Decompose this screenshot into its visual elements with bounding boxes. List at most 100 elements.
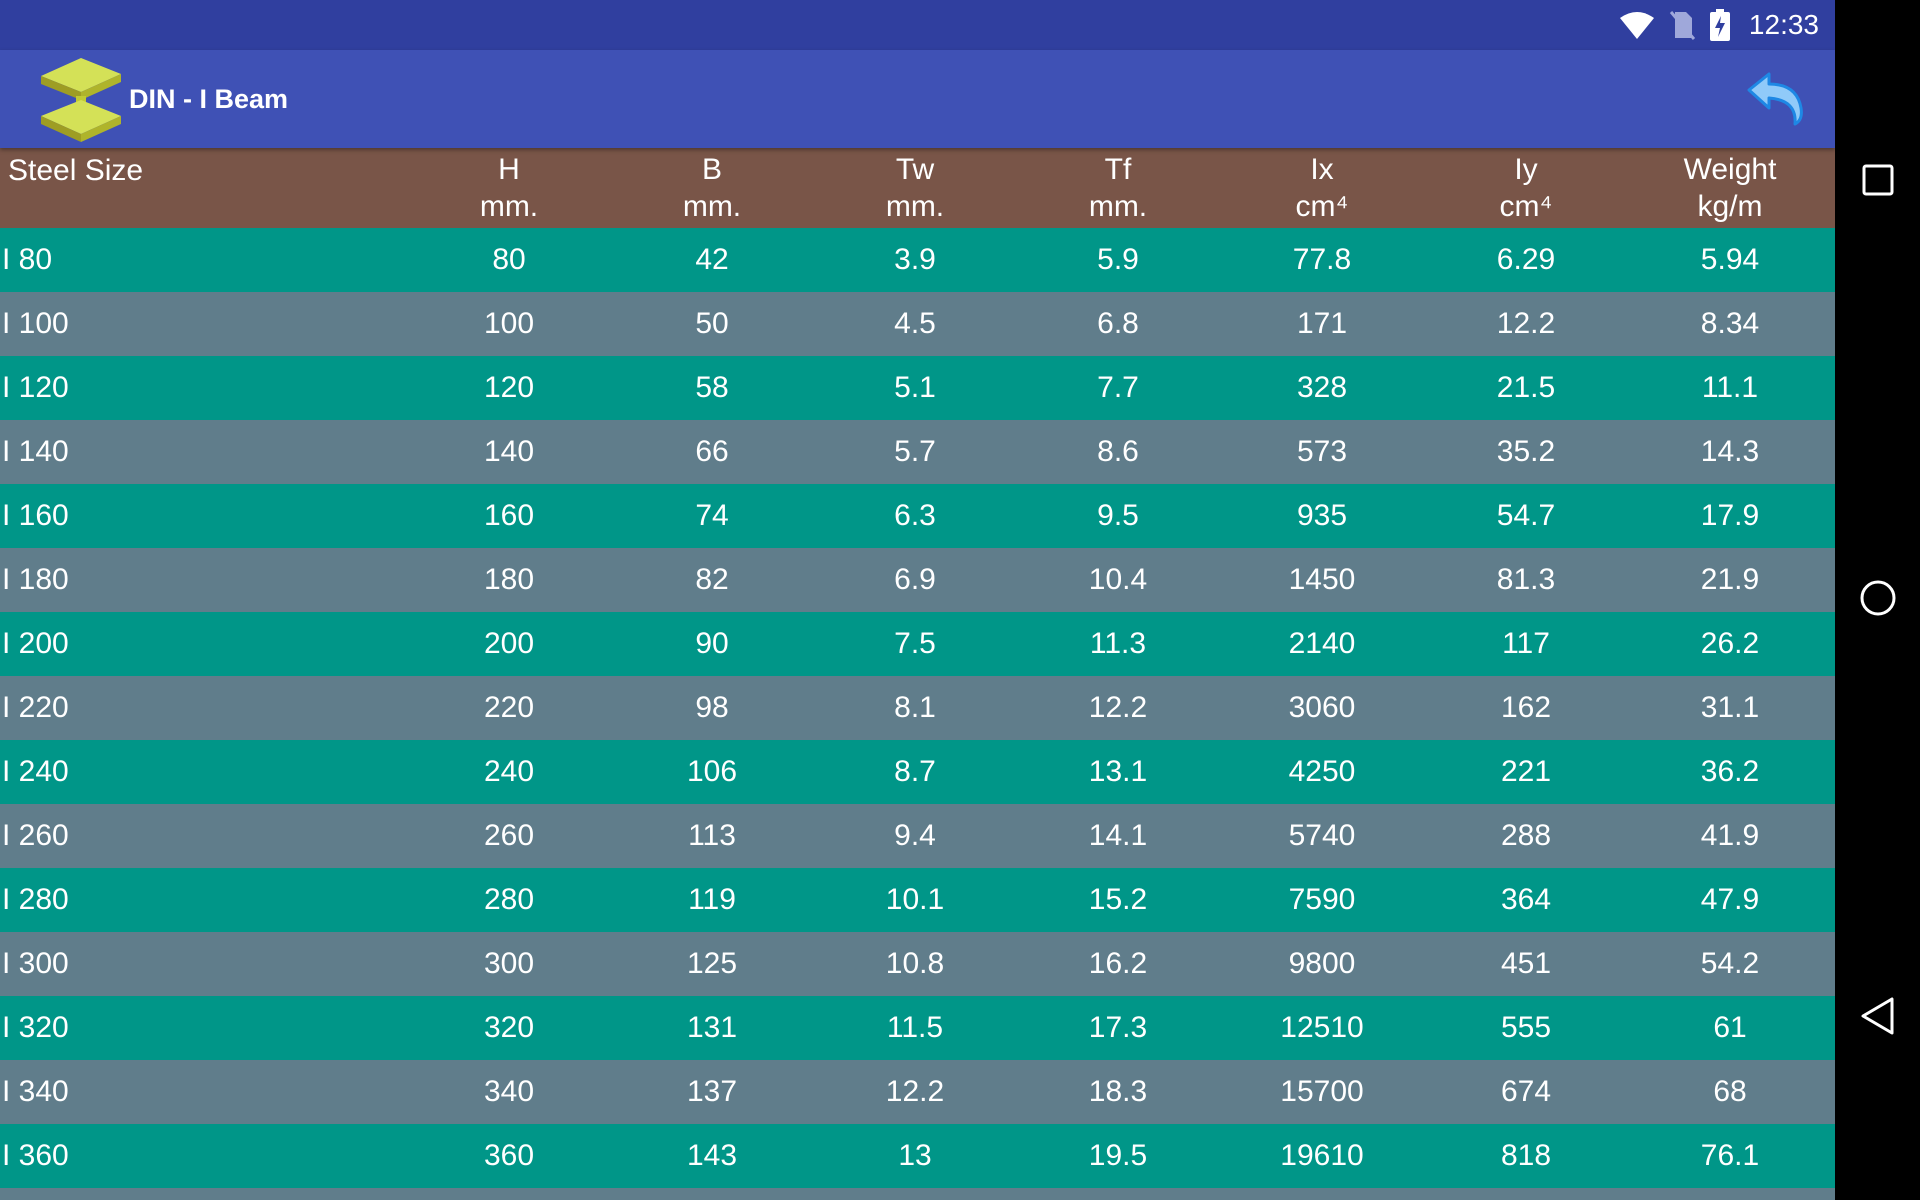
cell-ix: 77.8 [1292,243,1352,276]
cell-ix: 4250 [1288,755,1356,788]
header-h: H mm. [409,148,609,228]
cell-iy: 288 [1500,819,1552,852]
cell-tw: 8.7 [894,755,936,788]
table-row[interactable]: I 120 120 58 5.1 7.7 328 21.5 11.1 [0,356,1835,420]
wifi-icon [1619,10,1655,40]
i-beam-logo-icon [36,54,126,144]
cell-tw: 7.5 [894,627,936,660]
cell-h: 300 [483,947,535,980]
table-row[interactable]: I 160 160 74 6.3 9.5 935 54.7 17.9 [0,484,1835,548]
table-row[interactable]: I 280 280 119 10.1 15.2 7590 364 47.9 [0,868,1835,932]
cell-tw: 5.7 [894,435,936,468]
back-button[interactable] [1745,70,1807,126]
table-row[interactable]: I 240 240 106 8.7 13.1 4250 221 36.2 [0,740,1835,804]
no-sim-icon [1669,10,1695,40]
cell-ix: 573 [1296,435,1348,468]
cell-steel-size: I 260 [2,819,69,852]
cell-ix: 3060 [1288,691,1356,724]
cell-b: 143 [686,1139,738,1172]
header-unit: mm. [885,190,945,223]
header-iy: Iy cm⁴ [1426,148,1626,228]
header-label: Ix [1310,153,1334,186]
cell-b: 137 [686,1075,738,1108]
cell-h: 320 [483,1011,535,1044]
app-title: DIN - I Beam [129,84,289,114]
cell-iy: 818 [1500,1139,1552,1172]
recents-button[interactable] [1835,132,1920,232]
cell-h: 180 [483,563,535,596]
header-unit: kg/m [1697,190,1763,223]
home-button[interactable] [1835,550,1920,650]
table-row[interactable]: I 200 200 90 7.5 11.3 2140 117 26.2 [0,612,1835,676]
nav-back-button[interactable] [1835,968,1920,1068]
header-tf: Tf mm. [1018,148,1218,228]
cell-h: 100 [483,307,535,340]
cell-tf: 7.7 [1097,371,1139,404]
status-bar: 12:33 [0,0,1835,50]
cell-weight: 54.2 [1700,947,1760,980]
cell-ix: 5740 [1288,819,1356,852]
cell-steel-size: I 180 [2,563,69,596]
cell-h: 80 [492,243,526,276]
navigation-bar [1835,0,1920,1200]
cell-weight: 17.9 [1700,499,1760,532]
header-label: Iy [1514,153,1538,186]
cell-ix: 15700 [1280,1075,1364,1108]
cell-tw: 4.5 [894,307,936,340]
header-b: B mm. [612,148,812,228]
table-row[interactable]: I 140 140 66 5.7 8.6 573 35.2 14.3 [0,420,1835,484]
cell-tf: 11.3 [1089,627,1147,660]
cell-iy: 12.2 [1496,307,1556,340]
cell-ix: 328 [1296,371,1348,404]
cell-tf: 8.6 [1097,435,1139,468]
table-row[interactable]: I 340 340 137 12.2 18.3 15700 674 68 [0,1060,1835,1124]
cell-b: 131 [686,1011,738,1044]
cell-steel-size: I 220 [2,691,69,724]
cell-tf: 13.1 [1088,755,1148,788]
cell-weight: 36.2 [1700,755,1760,788]
table-row[interactable]: I 360 360 143 13 19.5 19610 818 76.1 [0,1124,1835,1188]
cell-steel-size: I 300 [2,947,69,980]
table-row[interactable]: I 80 80 42 3.9 5.9 77.8 6.29 5.94 [0,228,1835,292]
cell-tw: 12.2 [885,1075,945,1108]
table-row[interactable]: I 180 180 82 6.9 10.4 1450 81.3 21.9 [0,548,1835,612]
recents-icon [1861,163,1895,202]
header-unit: mm. [479,190,539,223]
cell-tf: 12.2 [1088,691,1148,724]
header-label: Steel Size [8,154,144,187]
table-row[interactable]: I 320 320 131 11.5 17.3 12510 555 61 [0,996,1835,1060]
cell-iy: 674 [1500,1075,1552,1108]
cell-weight: 31.1 [1700,691,1760,724]
cell-tw: 10.8 [885,947,945,980]
cell-steel-size: I 280 [2,883,69,916]
table-row[interactable]: I 100 100 50 4.5 6.8 171 12.2 8.34 [0,292,1835,356]
cell-b: 90 [695,627,729,660]
cell-iy: 555 [1500,1011,1552,1044]
cell-iy: 21.5 [1496,371,1556,404]
table-row[interactable]: I 220 220 98 8.1 12.2 3060 162 31.1 [0,676,1835,740]
cell-weight: 68 [1713,1075,1747,1108]
header-unit: cm⁴ [1295,190,1349,223]
cell-tf: 16.2 [1088,947,1148,980]
table-row[interactable]: I 260 260 113 9.4 14.1 5740 288 41.9 [0,804,1835,868]
cell-tf: 18.3 [1088,1075,1148,1108]
cell-steel-size: I 120 [2,371,69,404]
cell-tf: 17.3 [1088,1011,1148,1044]
header-label: Tw [895,153,935,186]
cell-b: 113 [688,819,736,852]
cell-tw: 13 [898,1139,932,1172]
cell-weight: 21.9 [1700,563,1760,596]
cell-iy: 117 [1502,627,1550,660]
cell-tw: 9.4 [894,819,936,852]
cell-iy: 6.29 [1496,243,1556,276]
table-row[interactable]: I 300 300 125 10.8 16.2 9800 451 54.2 [0,932,1835,996]
beam-table: Steel Size H mm. B mm. Tw mm. Tf mm. Ix … [0,148,1835,1188]
cell-tw: 3.9 [894,243,936,276]
cell-b: 82 [695,563,729,596]
cell-iy: 81.3 [1496,563,1556,596]
cell-b: 98 [695,691,729,724]
cell-h: 140 [483,435,535,468]
cell-tf: 19.5 [1088,1139,1148,1172]
cell-tw: 11.5 [886,1011,944,1044]
header-label: Tf [1104,153,1132,186]
